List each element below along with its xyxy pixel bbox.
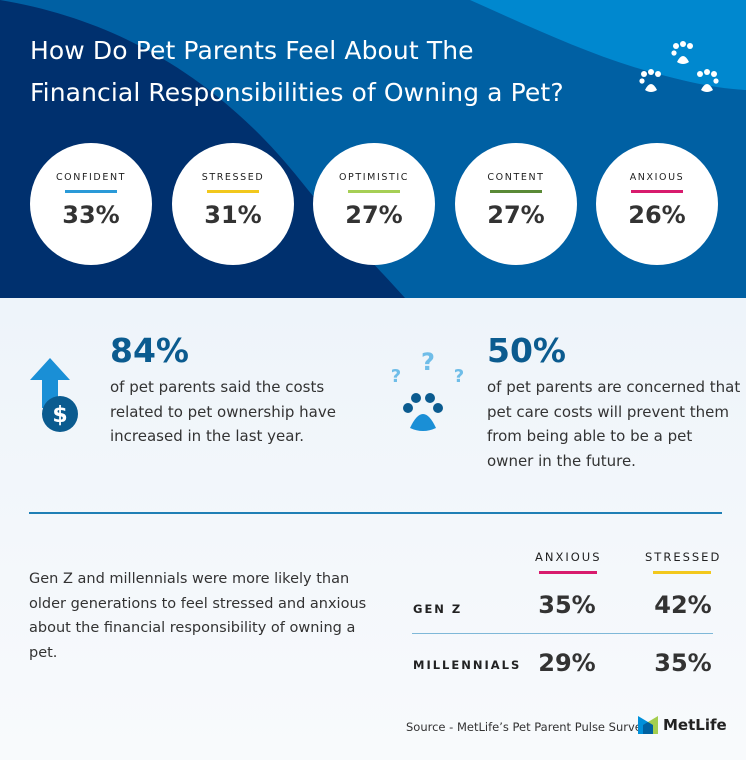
svg-text:?: ? [421,348,435,376]
brand-name: MetLife [663,716,727,734]
feeling-label: CONFIDENT [55,172,127,183]
feeling-label: STRESSED [201,172,265,183]
feeling-accent-bar [490,190,542,193]
stat-cost-increase: 84% of pet parents said the costs relate… [110,331,336,449]
generations-description: Gen Z and millennials were more likely t… [29,567,369,665]
feeling-accent-bar [207,190,259,193]
feeling-value: 27% [345,201,403,229]
stat-description-line: related to pet ownership have [110,402,336,421]
feeling-accent-bar [348,190,400,193]
svg-text:?: ? [391,366,401,387]
column-accent-bar-stressed [653,571,711,574]
feeling-circle-stressed: STRESSED 31% [172,143,294,265]
cell-millennials-anxious: 29% [538,649,596,677]
stat-value: 84% [110,331,189,370]
stat-description: of pet parents said the costs related to… [110,375,336,449]
svg-text:$: $ [52,403,67,428]
feeling-value: 27% [487,201,545,229]
title-line-2: Financial Responsibilities of Owning a P… [30,78,564,107]
feeling-label: OPTIMISTIC [338,172,410,183]
row-label-gen-z: GEN Z [413,602,463,616]
generations-description-line: Gen Z and millennials were more likely t… [29,571,350,587]
cell-gen-z-anxious: 35% [538,591,596,619]
column-header-stressed: STRESSED [645,550,722,564]
stat-description: of pet parents are concerned that pet ca… [487,375,740,473]
title-line-1: How Do Pet Parents Feel About The [30,36,474,65]
stat-description-line: increased in the last year. [110,427,305,445]
svg-text:?: ? [454,366,464,387]
feeling-circle-confident: CONFIDENT 33% [30,143,152,265]
stat-description-line: from being able to be a pet [487,427,693,445]
feeling-accent-bar [631,190,683,193]
feeling-circle-content: CONTENT 27% [455,143,577,265]
feeling-circle-anxious: ANXIOUS 26% [596,143,718,265]
source-citation: Source - MetLife’s Pet Parent Pulse Surv… [406,720,649,734]
cell-gen-z-stressed: 42% [654,591,712,619]
hero-banner: How Do Pet Parents Feel About The Financ… [0,0,746,298]
details-section [0,298,746,760]
feeling-value: 33% [62,201,120,229]
feeling-label: ANXIOUS [629,172,685,183]
stat-description-line: pet care costs will prevent them [487,402,729,421]
section-divider [29,512,722,514]
generations-description-line: about the financial responsibility of ow… [29,620,356,636]
feeling-accent-bar [65,190,117,193]
feeling-value: 31% [204,201,262,229]
metlife-logo: MetLife [638,716,727,734]
stat-description-line: of pet parents said the costs [110,378,325,396]
paw-prints-icon [639,41,719,92]
feeling-value: 26% [628,201,686,229]
paw-question-icon: ? ? ? [391,348,464,431]
stat-value: 50% [487,331,566,370]
page-title: How Do Pet Parents Feel About The Financ… [30,30,564,114]
stat-future-concern: 50% of pet parents are concerned that pe… [487,331,740,473]
cell-millennials-stressed: 35% [654,649,712,677]
feeling-label: CONTENT [487,172,545,183]
generations-description-line: pet. [29,644,58,661]
stat-description-line: of pet parents are concerned that [487,378,741,396]
row-label-millennials: MILLENNIALS [413,658,522,672]
column-accent-bar-anxious [539,571,597,574]
feeling-circle-optimistic: OPTIMISTIC 27% [313,143,435,265]
dollar-arrow-up-icon: $ [30,358,78,432]
stat-description-line: owner in the future. [487,451,636,470]
metlife-m-icon [638,716,658,734]
column-header-anxious: ANXIOUS [535,550,602,564]
generations-description-line: older generations to feel stressed and a… [29,595,367,612]
row-divider [412,633,713,634]
